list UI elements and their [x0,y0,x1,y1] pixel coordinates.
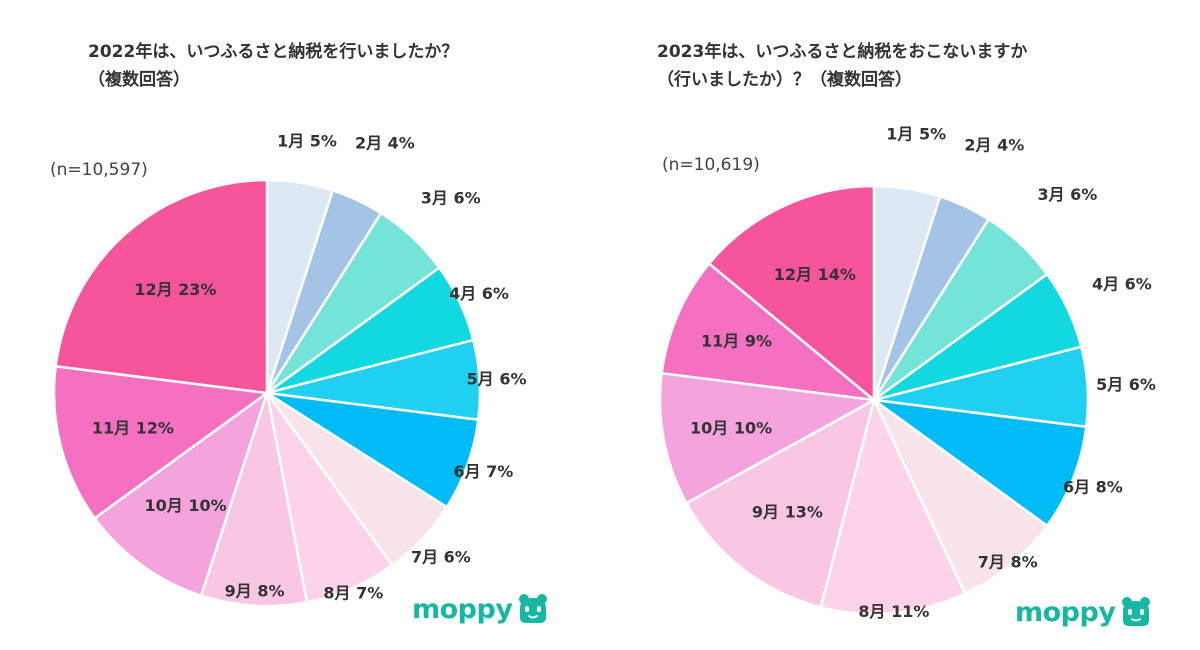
sample-size-label: (n=10,619) [662,155,760,175]
slice-label-8月: 8月 7% [323,583,383,602]
slice-label-5月: 5月 6% [1096,375,1156,394]
chart-title: 2023年は、いつふるさと納税をおこないますか （行いましたか）？（複数回答） [657,38,1157,94]
slice-label-12月: 12月 14% [774,265,856,284]
pie-slice-11月 [52,364,271,520]
pie-slice-9月 [199,392,309,608]
slice-label-3月: 3月 6% [1037,185,1097,204]
pie-slice-12月 [707,184,876,403]
pie-slice-9月 [684,397,876,609]
pie-chart-2023: 1月 5% 2月 4% 3月 6% 4月 6% 5月 6% 6月 8% 7月 8% 8月 11… [658,125,1156,621]
pie-slice-8月 [819,396,967,616]
moppy-logo: moppy [412,592,550,626]
slice-label-6月: 6月 8% [1063,478,1123,497]
moppy-mascot-icon [1122,597,1151,626]
sample-size-label: (n=10,597) [50,160,148,180]
moppy-logo: moppy [1015,595,1153,629]
chart-panel-2023: 2023年は、いつふるさと納税をおこないますか （行いましたか）？（複数回答） … [600,0,1200,650]
chart-title-line-1: 2022年は、いつふるさと納税を行いましたか？ [88,42,459,62]
slice-label-3月: 3月 6% [421,188,481,207]
slice-label-11月: 11月 9% [701,332,772,351]
slice-label-6月: 6月 7% [453,462,513,481]
slice-label-7月: 7月 6% [411,547,471,566]
slice-label-4月: 4月 6% [1092,274,1152,293]
slice-label-2月: 2月 4% [355,134,415,153]
slice-label-9月: 9月 13% [752,503,823,522]
slice-label-10月: 10月 10% [690,418,772,437]
slice-label-9月: 9月 8% [225,582,285,601]
slice-label-4月: 4月 6% [449,284,509,303]
chart-title-line-1: 2023年は、いつふるさと納税をおこないますか [657,42,1028,62]
chart-title-line-2: （行いましたか）？（複数回答） [657,70,912,90]
slice-label-10月: 10月 10% [145,496,227,515]
slice-label-2月: 2月 4% [964,135,1024,154]
chart-title-line-2: （複数回答） [88,70,190,90]
slice-label-7月: 7月 8% [978,553,1038,572]
pie-slice-12月 [54,178,269,395]
chart-panel-2022: 2022年は、いつふるさと納税を行いましたか？ （複数回答） (n=10,597… [50,38,558,626]
slice-label-12月: 12月 23% [134,280,216,299]
pie-slice-11月 [660,261,879,402]
moppy-logo-text: moppy [1015,596,1116,628]
slice-label-5月: 5月 6% [467,370,527,389]
slice-label-11月: 11月 12% [92,418,174,437]
pie-slice-6月 [873,398,1088,528]
pie-slice-10月 [658,371,878,505]
moppy-logo-text: moppy [412,593,513,625]
slice-label-8月: 8月 11% [858,602,929,621]
pie-slice-10月 [92,389,270,598]
slice-label-1月: 1月 5% [886,125,946,144]
pie-slice-7月 [872,398,1049,596]
chart-title: 2022年は、いつふるさと納税を行いましたか？ （複数回答） [88,38,558,94]
moppy-mascot-icon [519,594,548,623]
slice-label-1月: 1月 5% [277,132,337,151]
pie-chart-2022: 1月 5% 2月 4% 3月 6% 4月 6% 5月 6% 6月 7% 7月 6% 8月 7%… [52,132,527,608]
